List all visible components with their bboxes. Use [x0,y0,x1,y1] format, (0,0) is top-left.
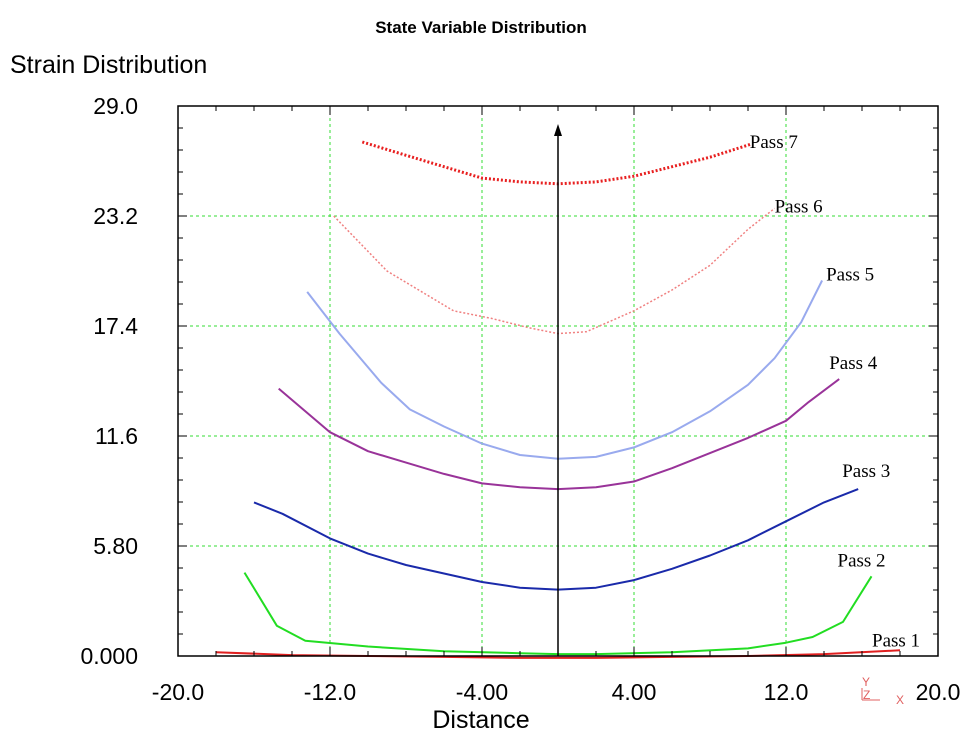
series-label-7: Pass 7 [750,132,798,153]
y-axis-label: Strain Distribution [10,51,207,79]
series-label-3: Pass 3 [842,461,890,482]
y-tick-label: 11.6 [95,423,138,449]
chart-title: State Variable Distribution [375,18,587,37]
series-label-4: Pass 4 [829,353,878,374]
center-axis-arrowhead [554,124,562,136]
axis-triad-icon: YZ X [861,675,904,707]
x-axis-label: Distance [432,706,529,734]
series-line-5 [306,280,823,460]
x-tick-label: -4.00 [456,679,508,705]
series-label-6: Pass 6 [775,196,823,217]
y-tick-label: 0.000 [80,643,138,669]
x-tick-label: -20.0 [152,679,204,705]
triad-label-z: Z [863,688,870,702]
series-line-2 [243,572,873,656]
tick-labels: -20.0 -12.0 -4.00 4.00 12.0 20.0 0.000 5.80 11.6… [80,93,960,705]
triad-label-x: X [896,693,904,707]
series-line-7 [361,140,753,186]
series-label-1: Pass 1 [872,630,920,651]
series-labels: Pass 1 Pass 2 Pass 3 Pass 4 Pass 5 Pass 6 Pass… [750,132,920,651]
series-line-4 [278,378,840,491]
x-tick-label: -12.0 [304,679,356,705]
x-tick-label: 4.00 [612,679,657,705]
series-label-5: Pass 5 [826,264,874,285]
plot-frame [177,105,939,657]
y-tick-label: 5.80 [93,533,138,559]
x-tick-label: 20.0 [916,679,961,705]
series-line-6 [333,207,776,335]
x-tick-label: 12.0 [764,679,809,705]
y-tick-label: 23.2 [93,203,138,229]
y-tick-label: 29.0 [93,93,138,119]
series-label-2: Pass 2 [838,550,886,571]
series-line-3 [253,488,859,591]
triad-label-y: Y [862,675,870,689]
y-tick-label: 17.4 [93,313,138,339]
